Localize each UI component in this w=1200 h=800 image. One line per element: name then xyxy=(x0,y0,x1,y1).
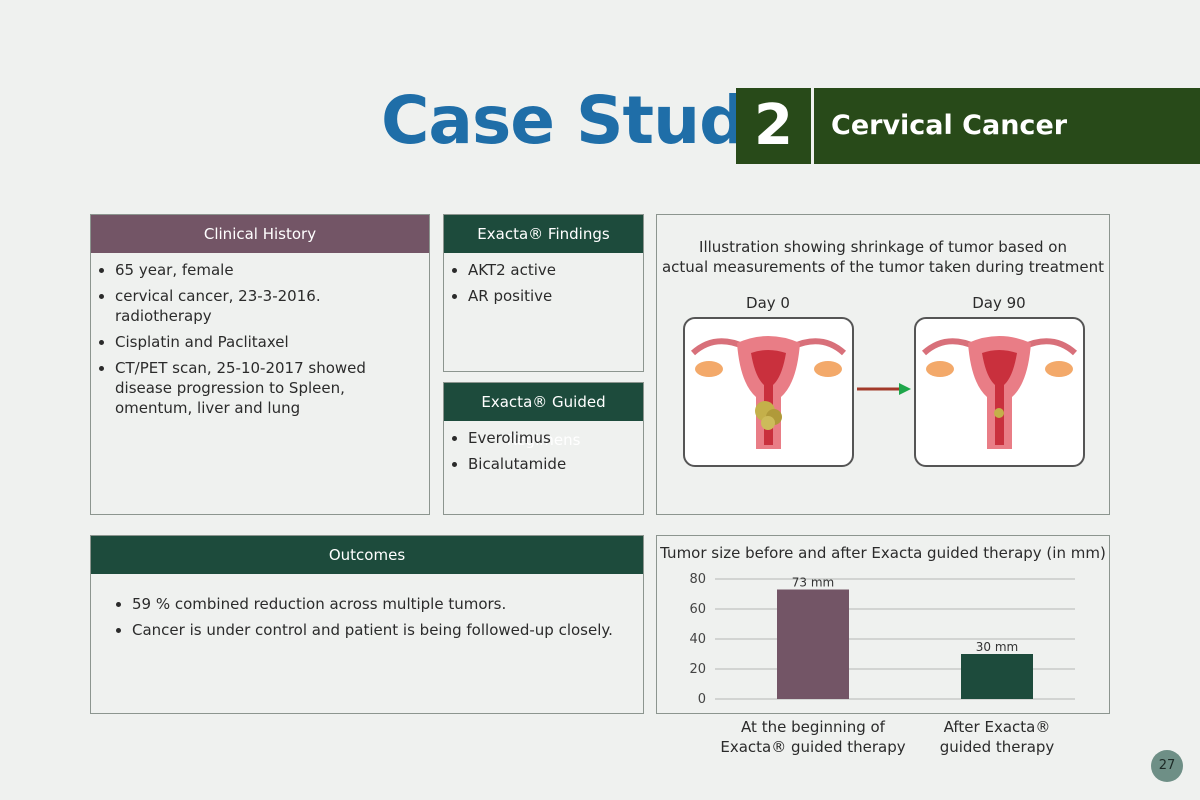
page-title: Case Study xyxy=(381,82,788,159)
uterus-icon xyxy=(690,336,847,449)
list-item: AKT2 active xyxy=(452,260,633,280)
data-label: 73 mm xyxy=(792,576,834,590)
chart-panel: Tumor size before and after Exacta guide… xyxy=(656,535,1110,714)
list-item: 65 year, female xyxy=(99,260,419,280)
chart-title: Tumor size before and after Exacta guide… xyxy=(660,544,1106,562)
clinical-history-heading: Clinical History xyxy=(91,215,429,253)
outcomes-heading: Outcomes xyxy=(91,536,643,574)
findings-panel: Exacta® Findings AKT2 active AR positive xyxy=(443,214,644,372)
list-item: cervical cancer, 23-3-2016. radiotherapy xyxy=(99,286,419,326)
x-category-line: Exacta® guided therapy xyxy=(720,738,906,756)
findings-heading: Exacta® Findings xyxy=(444,215,643,253)
x-category-label: After Exacta® guided therapy xyxy=(897,717,1097,757)
y-tick-label: 40 xyxy=(689,632,706,647)
x-category-label: At the beginning of Exacta® guided thera… xyxy=(713,717,913,757)
uterus-day-90-image xyxy=(914,317,1085,467)
clinical-history-list: 65 year, female cervical cancer, 23-3-20… xyxy=(91,253,429,418)
x-category-line: guided therapy xyxy=(939,738,1055,756)
regimens-heading: Exacta® Guided Regimens xyxy=(444,383,643,449)
arrow-right-icon xyxy=(857,383,911,395)
y-tick-label: 60 xyxy=(689,602,706,617)
data-label: 30 mm xyxy=(976,640,1018,654)
y-tick-label: 20 xyxy=(689,662,706,677)
y-tick-label: 80 xyxy=(689,572,706,587)
day-0-label: Day 0 xyxy=(746,294,790,312)
outcomes-panel: Outcomes 59 % combined reduction across … xyxy=(90,535,644,714)
uterus-icon xyxy=(921,336,1078,449)
illustration-panel: Illustration showing shrinkage of tumor … xyxy=(656,214,1110,515)
day-90-label: Day 90 xyxy=(972,294,1026,312)
page-subtitle: Cervical Cancer xyxy=(831,110,1068,141)
list-item: Cancer is under control and patient is b… xyxy=(116,620,633,640)
x-category-line: After Exacta® xyxy=(943,718,1051,736)
list-item: AR positive xyxy=(452,286,633,306)
list-item: Cisplatin and Paclitaxel xyxy=(99,332,419,352)
illustration-caption: Illustration showing shrinkage of tumor … xyxy=(657,237,1109,277)
x-category-line: At the beginning of xyxy=(741,718,885,736)
caption-line: Illustration showing shrinkage of tumor … xyxy=(699,238,1067,256)
case-number: 2 xyxy=(736,88,814,164)
outcomes-list: 59 % combined reduction across multiple … xyxy=(91,574,643,640)
y-tick-label: 0 xyxy=(698,692,706,707)
bar xyxy=(961,654,1033,699)
list-item: CT/PET scan, 25-10-2017 showed disease p… xyxy=(99,358,419,418)
page-number: 27 xyxy=(1151,750,1183,782)
regimens-panel: Exacta® Guided Regimens Everolimus Bical… xyxy=(443,382,644,515)
findings-list: AKT2 active AR positive xyxy=(444,253,643,306)
list-item: Everolimus xyxy=(452,428,633,448)
regimens-list: Everolimus Bicalutamide xyxy=(444,421,643,474)
list-item: Bicalutamide xyxy=(452,454,633,474)
list-item: 59 % combined reduction across multiple … xyxy=(116,594,633,614)
tumor-size-chart: 0 20 40 60 80 73 mm 30 mm xyxy=(689,572,1075,707)
bar xyxy=(777,589,849,699)
uterus-day-0-image xyxy=(683,317,854,467)
clinical-history-panel: Clinical History 65 year, female cervica… xyxy=(90,214,430,515)
caption-line: actual measurements of the tumor taken d… xyxy=(661,258,1105,276)
